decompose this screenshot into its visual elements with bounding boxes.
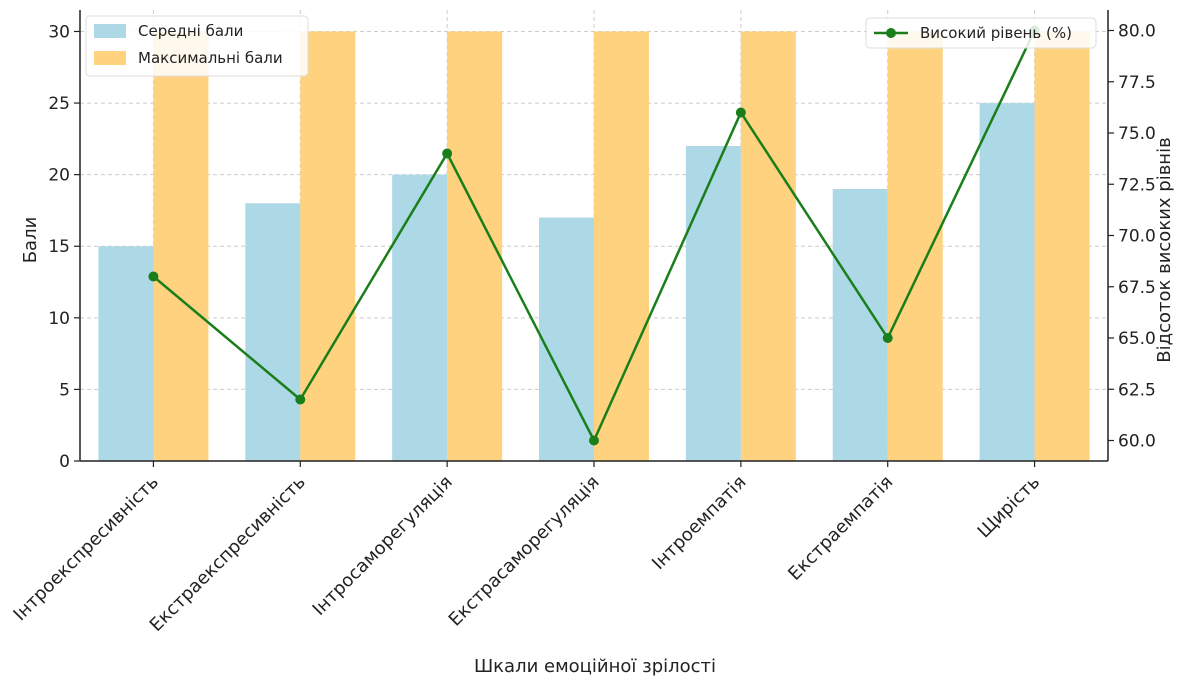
legend-bars: Середні бали Максимальні бали [85, 15, 309, 77]
bar-max [887, 31, 943, 461]
x-tick-label: Інтросаморегуляція [309, 472, 457, 620]
bar-max [594, 31, 649, 461]
x-tick-label: Інтроемпатія [648, 472, 750, 574]
bar-mean [685, 146, 741, 461]
legend-label: Максимальні бали [138, 49, 283, 67]
y2-tick-label: 60.0 [1118, 432, 1156, 452]
y-tick-label: 25 [48, 94, 70, 114]
y2-tick-label: 62.5 [1118, 380, 1156, 400]
bar-max [153, 31, 209, 461]
y-tick-label: 15 [48, 237, 70, 257]
y2-tick-label: 75.0 [1118, 124, 1156, 144]
y-tick-label: 20 [48, 166, 70, 186]
x-tick-label: Інтроекспресивність [9, 472, 162, 625]
y2-tick-label: 80.0 [1118, 22, 1156, 42]
bar-mean [392, 174, 448, 461]
legend-swatch [94, 24, 126, 38]
legend-label: Високий рівень (%) [920, 24, 1072, 42]
bar-mean [245, 203, 301, 462]
y2-tick-label: 65.0 [1118, 329, 1156, 349]
bar-max [1034, 31, 1090, 461]
legend-line: Високий рівень (%) [865, 17, 1097, 49]
y-tick-label: 10 [48, 309, 70, 329]
legend-line-marker [886, 28, 896, 38]
x-axis-label: Шкали емоційної зрілості [474, 656, 716, 677]
line-point [148, 271, 159, 282]
line-point [735, 107, 746, 118]
bar-max [740, 31, 796, 461]
bar-series [98, 31, 1090, 462]
y-tick-label: 5 [59, 380, 70, 400]
legend-swatch [94, 51, 126, 65]
line-point [442, 148, 453, 159]
x-tick-label: Екстрасаморегуляція [445, 472, 604, 631]
y-tick-label: 0 [59, 452, 70, 472]
x-tick-label: Екстраекспресивність [146, 472, 310, 636]
bar-mean [98, 246, 154, 461]
x-tick-label: Екстраемпатія [784, 472, 897, 585]
line-point [295, 394, 306, 405]
y2-tick-label: 77.5 [1118, 73, 1156, 93]
bar-mean [979, 103, 1035, 462]
legend-box [865, 17, 1097, 49]
y-tick-label: 30 [48, 22, 70, 42]
y-axis-label: Бали [20, 217, 41, 264]
y2-axis-label: Відсоток високих рівнів [1154, 137, 1175, 362]
bar-max [447, 31, 503, 461]
x-tick-label: Щирість [974, 472, 1045, 543]
line-point [589, 435, 599, 446]
y2-tick-label: 72.5 [1118, 175, 1156, 195]
legend-box [85, 15, 309, 77]
y2-tick-label: 70.0 [1118, 227, 1156, 247]
line-point [882, 333, 893, 343]
bar-max [300, 31, 356, 461]
y2-tick-label: 67.5 [1118, 278, 1156, 298]
legend-label: Середні бали [138, 22, 243, 40]
